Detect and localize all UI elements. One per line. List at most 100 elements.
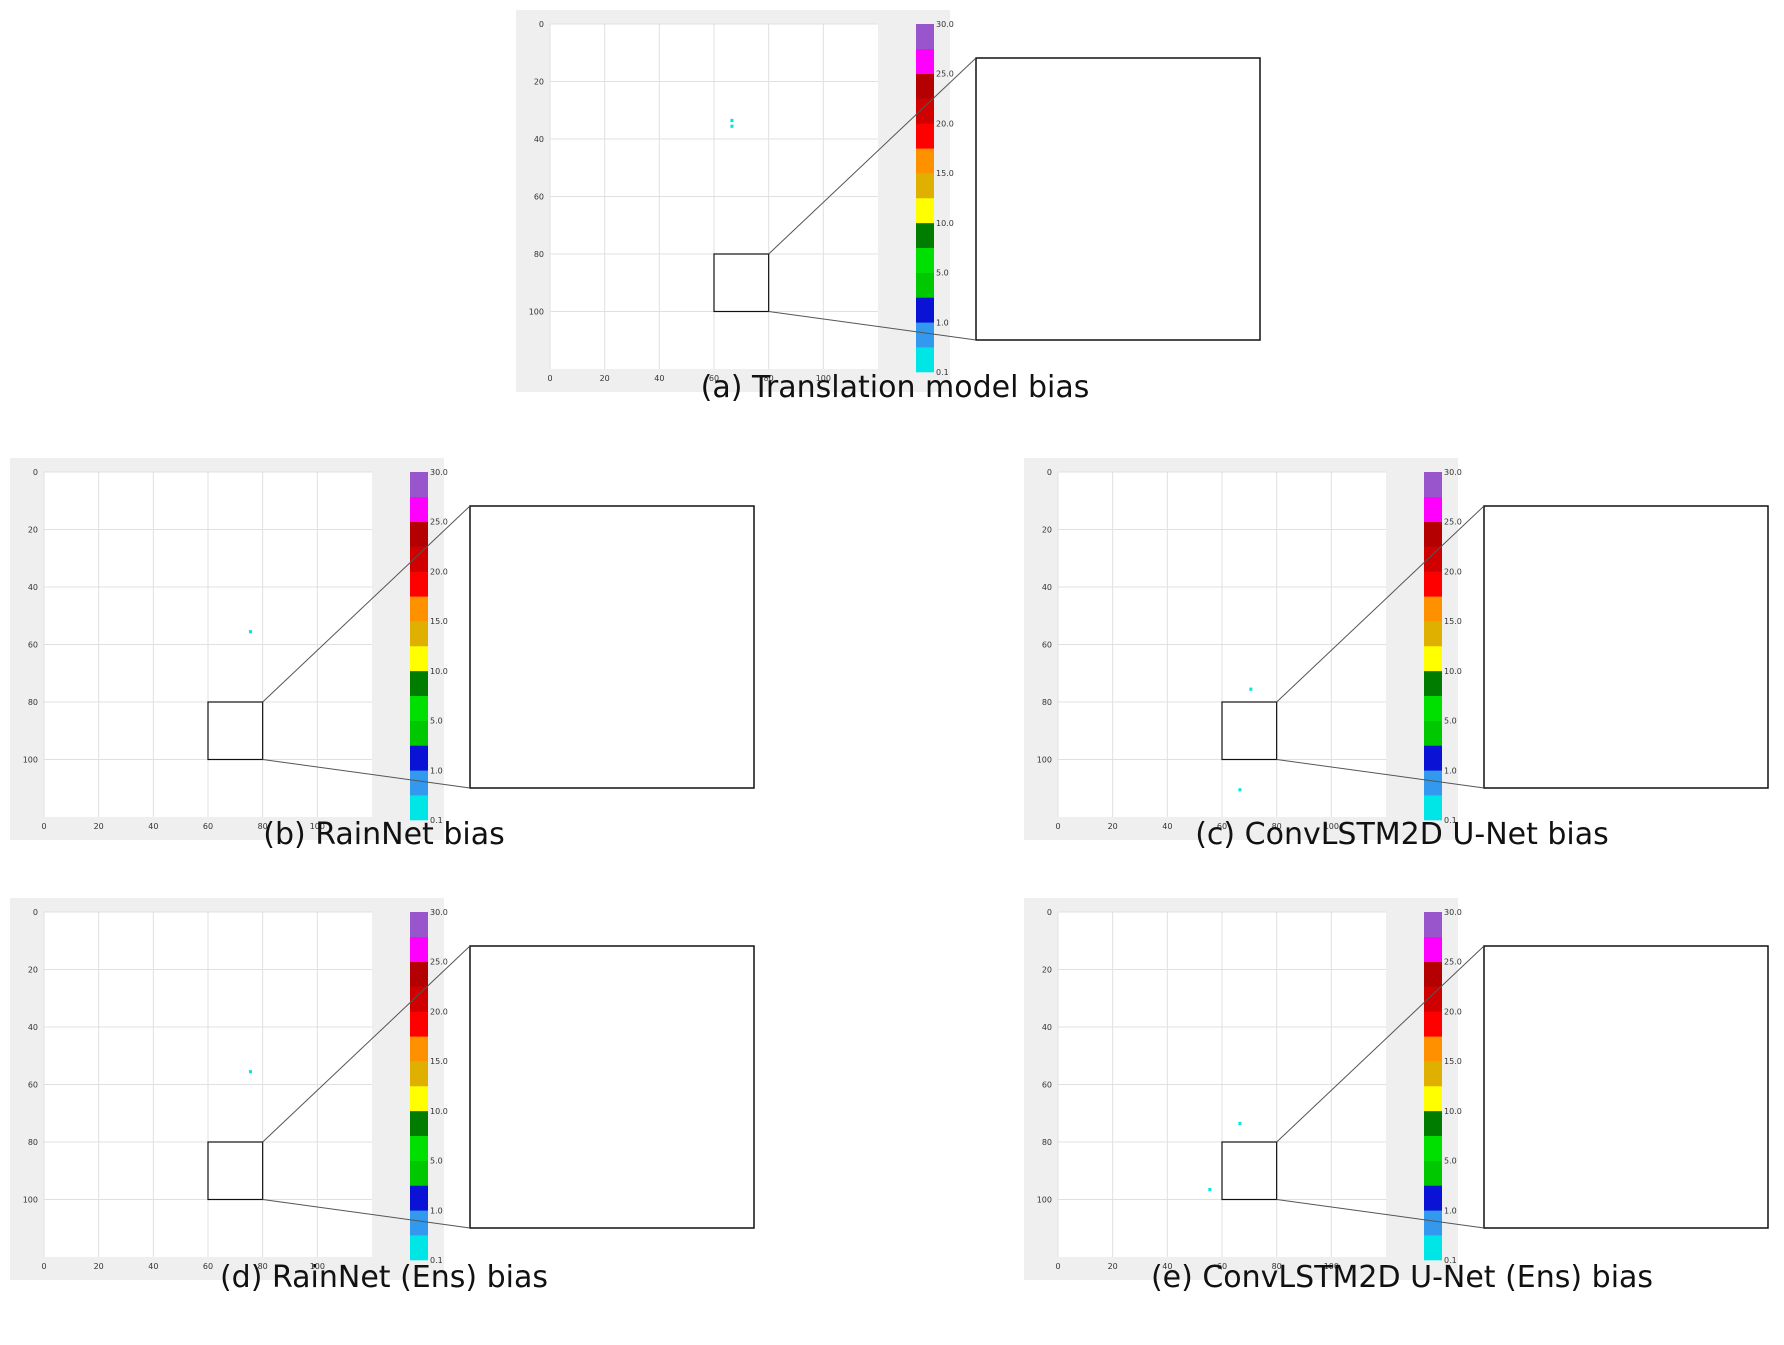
colorbar-tick-label: 20.0 <box>936 119 954 128</box>
colorbar-segment <box>1424 1185 1442 1211</box>
x-tick-label: 60 <box>709 374 719 383</box>
x-tick-label: 100 <box>1324 1262 1339 1271</box>
zoom-inset-background <box>976 58 1260 340</box>
colorbar-segment <box>410 646 428 672</box>
colorbar-tick-label: 5.0 <box>1444 717 1457 726</box>
heatmap-cell <box>1249 687 1253 691</box>
colorbar-tick-label: 20.0 <box>430 567 448 576</box>
x-tick-label: 20 <box>1108 822 1118 831</box>
colorbar-segment <box>410 795 428 821</box>
colorbar-tick-label: 15.0 <box>430 1057 448 1066</box>
colorbar-segment <box>916 198 934 224</box>
colorbar-segment <box>1424 745 1442 771</box>
heatmap-cell <box>730 118 734 123</box>
caption-d: (d) RainNet (Ens) bias <box>219 1260 549 1295</box>
panel-a: 0 20 40 60 80 100 0 20 40 60 80 100 30.0 25.0 20.0 15.0… <box>516 10 1262 392</box>
x-tick-label: 40 <box>1162 1262 1172 1271</box>
colorbar-segment <box>410 472 428 498</box>
colorbar-segment <box>1424 496 1442 523</box>
x-tick-label: 80 <box>1272 1262 1282 1271</box>
y-tick-label: 0 <box>1047 908 1052 917</box>
colorbar-tick-label: 1.0 <box>936 318 949 327</box>
heatmap-cell <box>1238 788 1242 792</box>
colorbar-tick-label: 1.0 <box>430 1206 443 1215</box>
colorbar-segment <box>1424 670 1442 697</box>
colorbar-segment <box>410 745 428 771</box>
x-tick-label: 60 <box>203 1262 213 1271</box>
colorbar-segment <box>410 720 428 746</box>
colorbar-tick-label: 5.0 <box>430 1157 443 1166</box>
colorbar-tick-label: 15.0 <box>1444 617 1462 626</box>
colorbar-segment <box>916 322 934 348</box>
colorbar-tick-label: 0.1 <box>430 1256 443 1265</box>
colorbar-segment <box>1424 986 1442 1012</box>
zoom-inset-background <box>1484 946 1768 1228</box>
colorbar-segment <box>410 521 428 547</box>
colorbar-segment <box>410 1110 428 1137</box>
x-tick-label: 0 <box>547 374 552 383</box>
colorbar-tick-label: 20.0 <box>1444 567 1462 576</box>
colorbar-segment <box>1424 1160 1442 1186</box>
x-tick-label: 60 <box>1217 1262 1227 1271</box>
colorbar-segment <box>410 621 428 647</box>
x-tick-label: 100 <box>1324 822 1339 831</box>
colorbar-tick-label: 30.0 <box>936 20 954 29</box>
colorbar-tick-label: 25.0 <box>430 958 448 967</box>
colorbar-segment <box>410 1036 428 1062</box>
colorbar-segment <box>410 770 428 796</box>
colorbar-segment <box>1424 1210 1442 1236</box>
colorbar-segment <box>410 912 428 938</box>
panel-e: 0 20 40 60 80 100 0 20 40 60 80 100 30.0 25.0 20.0 15.0… <box>1024 898 1770 1280</box>
heatmap-cells <box>249 1070 253 1074</box>
zoom-inset-background <box>470 946 754 1228</box>
heatmap-cells <box>249 630 253 634</box>
colorbar-segment <box>1424 1110 1442 1137</box>
colorbar-segment <box>916 98 934 124</box>
x-tick-label: 20 <box>94 1262 104 1271</box>
colorbar-segment <box>410 936 428 963</box>
x-tick-label: 80 <box>258 1262 268 1271</box>
colorbar-segment <box>1424 596 1442 622</box>
bias-map-svg-b: 0 20 40 60 80 100 0 20 40 60 80 100 30.0 25.0 20.0 15.0… <box>10 458 755 840</box>
y-tick-label: 100 <box>1037 756 1052 765</box>
colorbar-tick-label: 0.1 <box>1444 816 1457 825</box>
colorbar-segment <box>410 1061 428 1087</box>
colorbar-tick-label: 15.0 <box>1444 1057 1462 1066</box>
colorbar-tick-label: 30.0 <box>430 468 448 477</box>
heatmap-cell <box>1238 1121 1242 1126</box>
y-tick-label: 40 <box>1042 583 1052 592</box>
y-tick-label: 0 <box>1047 468 1052 477</box>
colorbar-segment <box>1424 720 1442 746</box>
zoom-inset-frame <box>469 945 755 1229</box>
heatmap-cell <box>249 630 253 634</box>
y-tick-label: 0 <box>539 20 544 29</box>
zoom-inset-frame <box>1483 945 1769 1229</box>
x-tick-label: 60 <box>203 822 213 831</box>
colorbar-tick-label: 1.0 <box>430 766 443 775</box>
colorbar-segment <box>1424 1061 1442 1087</box>
colorbar-tick-label: 0.1 <box>430 816 443 825</box>
colorbar-segment <box>410 986 428 1012</box>
y-tick-label: 0 <box>33 468 38 477</box>
x-tick-label: 0 <box>1055 1262 1060 1271</box>
y-tick-label: 0 <box>33 908 38 917</box>
x-tick-label: 20 <box>94 822 104 831</box>
zoom-connector-top <box>262 505 471 703</box>
bias-map-svg-c: 0 20 40 60 80 100 0 20 40 60 80 100 30.0 25.0 20.0 15.0… <box>1024 458 1769 840</box>
x-tick-label: 100 <box>816 374 831 383</box>
x-tick-label: 80 <box>258 822 268 831</box>
colorbar-segment <box>410 1160 428 1186</box>
colorbar-segment <box>1424 795 1442 821</box>
heatmap-cells <box>1238 687 1253 792</box>
colorbar-tick-label: 15.0 <box>430 617 448 626</box>
colorbar-segment <box>410 1135 428 1161</box>
colorbar-tick-label: 10.0 <box>430 667 448 676</box>
panel-c: 0 20 40 60 80 100 0 20 40 60 80 100 30.0 25.0 20.0 15.0… <box>1024 458 1770 840</box>
x-tick-label: 40 <box>148 1262 158 1271</box>
zoom-connector-bottom <box>768 311 977 341</box>
y-tick-label: 100 <box>1037 1196 1052 1205</box>
colorbar-tick-label: 10.0 <box>1444 667 1462 676</box>
colorbar-segment <box>410 496 428 523</box>
colorbar-segment <box>410 1086 428 1112</box>
x-tick-label: 40 <box>654 374 664 383</box>
